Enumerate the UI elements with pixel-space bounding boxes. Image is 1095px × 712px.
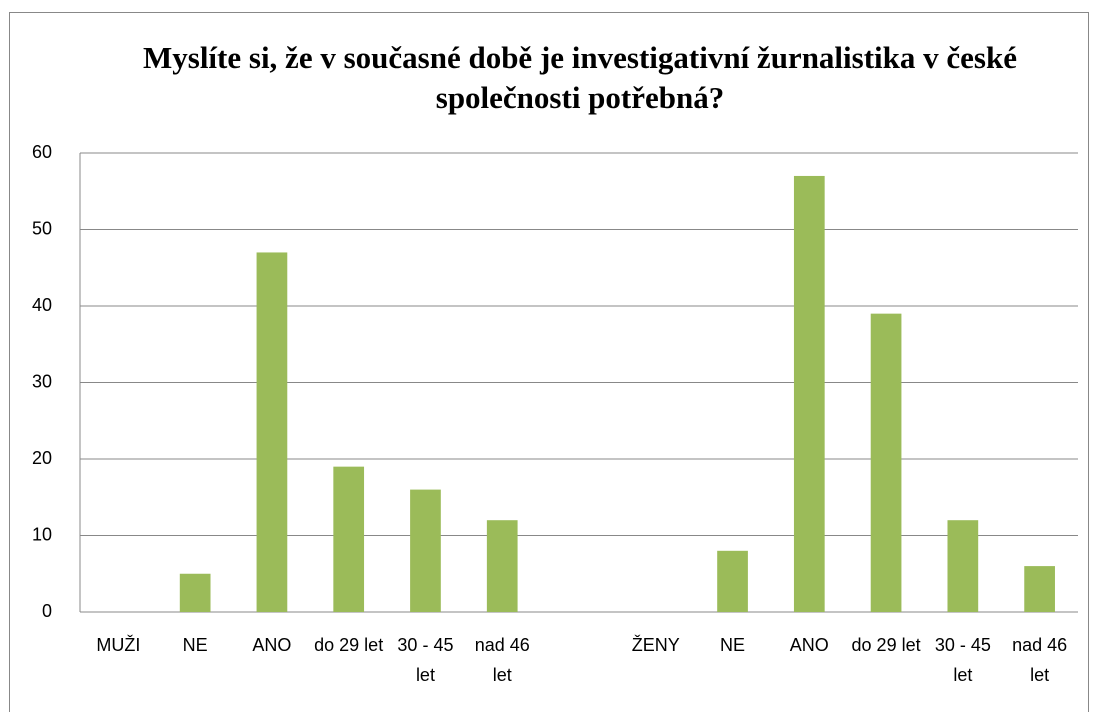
bar bbox=[870, 313, 902, 612]
y-tick-label: 10 bbox=[32, 524, 52, 544]
x-tick-label: MUŽI bbox=[96, 635, 141, 655]
x-tick-label: nad 46 let bbox=[474, 635, 530, 685]
y-tick-label: 20 bbox=[32, 448, 52, 468]
x-tick-label: NE bbox=[182, 635, 208, 655]
x-tick-label: ANO bbox=[789, 635, 829, 655]
x-tick-label: nad 46 let bbox=[1012, 635, 1068, 685]
bar bbox=[1024, 566, 1055, 612]
frame bbox=[9, 12, 1089, 712]
bar bbox=[717, 550, 748, 612]
bar bbox=[793, 175, 825, 612]
bar bbox=[486, 520, 518, 612]
bar bbox=[947, 520, 979, 612]
x-tick-label: do 29 let bbox=[314, 635, 384, 655]
bar bbox=[410, 489, 441, 612]
y-tick-label: 0 bbox=[42, 601, 52, 621]
x-tick-label: ANO bbox=[252, 635, 292, 655]
y-tick-label: 40 bbox=[32, 295, 52, 315]
x-tick-label: 30 - 45 let bbox=[934, 635, 991, 685]
bar bbox=[256, 252, 288, 612]
x-tick-label: ŽENY bbox=[631, 635, 680, 655]
bar bbox=[333, 466, 365, 612]
bar bbox=[179, 573, 211, 612]
x-tick-label: NE bbox=[720, 635, 746, 655]
y-tick-label: 60 bbox=[32, 142, 52, 162]
x-tick-label: 30 - 45 let bbox=[397, 635, 454, 685]
y-tick-label: 30 bbox=[32, 371, 52, 391]
chart-title: Myslíte si, že v současné době je invest… bbox=[143, 40, 1017, 115]
y-tick-label: 50 bbox=[32, 218, 52, 238]
x-tick-label: do 29 let bbox=[851, 635, 921, 655]
